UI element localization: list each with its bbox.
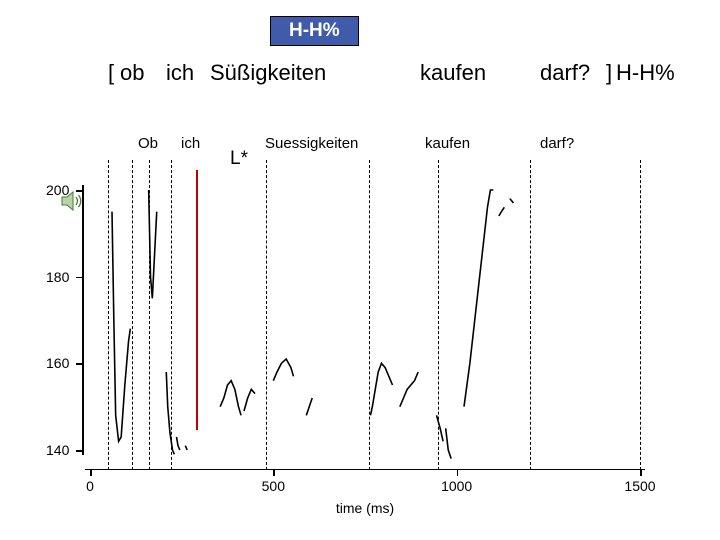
pitch-trace xyxy=(400,372,418,407)
word-boundary-line xyxy=(530,160,531,470)
pitch-trace xyxy=(244,389,255,411)
word-boundary-line xyxy=(369,160,370,470)
word-boundary-line xyxy=(149,160,150,470)
xaxis-tick-label: 500 xyxy=(262,478,285,494)
pitch-trace xyxy=(499,207,505,216)
yaxis-tick-label: 180 xyxy=(46,269,69,285)
xaxis-tick-label: 1500 xyxy=(624,478,655,494)
xaxis-tick-label: 0 xyxy=(86,478,94,494)
yaxis-tick-label: 140 xyxy=(46,442,69,458)
sentence-row: [ ob ich Süßigkeiten kaufen darf? ] H-H% xyxy=(0,60,720,90)
word-boundary-line xyxy=(108,160,109,470)
word-ich: ich xyxy=(166,60,194,86)
open-bracket: [ xyxy=(108,60,114,86)
xaxis-title: time (ms) xyxy=(336,500,394,516)
pitch-trace xyxy=(464,190,493,407)
word-kaufen: kaufen xyxy=(420,60,486,86)
pitch-trace xyxy=(446,428,452,458)
suffix-label: H-H% xyxy=(616,60,675,86)
tone-badge: H-H% xyxy=(270,16,359,46)
pitch-trace xyxy=(510,199,514,203)
pitch-traces xyxy=(70,150,660,510)
word-darf: darf? xyxy=(540,60,590,86)
pitch-chart: 140160180200050010001500time (ms) xyxy=(70,150,660,510)
xaxis-tick-label: 1000 xyxy=(441,478,472,494)
word-ob: ob xyxy=(120,60,144,86)
word-boundary-line xyxy=(132,160,133,470)
word-boundary-line xyxy=(438,160,439,470)
pitch-trace xyxy=(177,437,180,450)
yaxis-tick-label: 200 xyxy=(46,182,69,198)
word-boundary-line xyxy=(266,160,267,470)
pitch-trace xyxy=(306,398,312,415)
yaxis-tick-label: 160 xyxy=(46,355,69,371)
lstar-cursor-line xyxy=(196,170,198,430)
pitch-trace xyxy=(371,363,393,415)
pitch-trace xyxy=(112,212,130,442)
close-bracket: ] xyxy=(606,60,612,86)
word-suss: Süßigkeiten xyxy=(210,60,326,86)
pitch-trace xyxy=(220,381,241,416)
pitch-trace xyxy=(273,359,293,381)
word-boundary-line xyxy=(640,160,641,470)
word-boundary-line xyxy=(171,160,172,470)
pitch-trace xyxy=(185,446,187,450)
